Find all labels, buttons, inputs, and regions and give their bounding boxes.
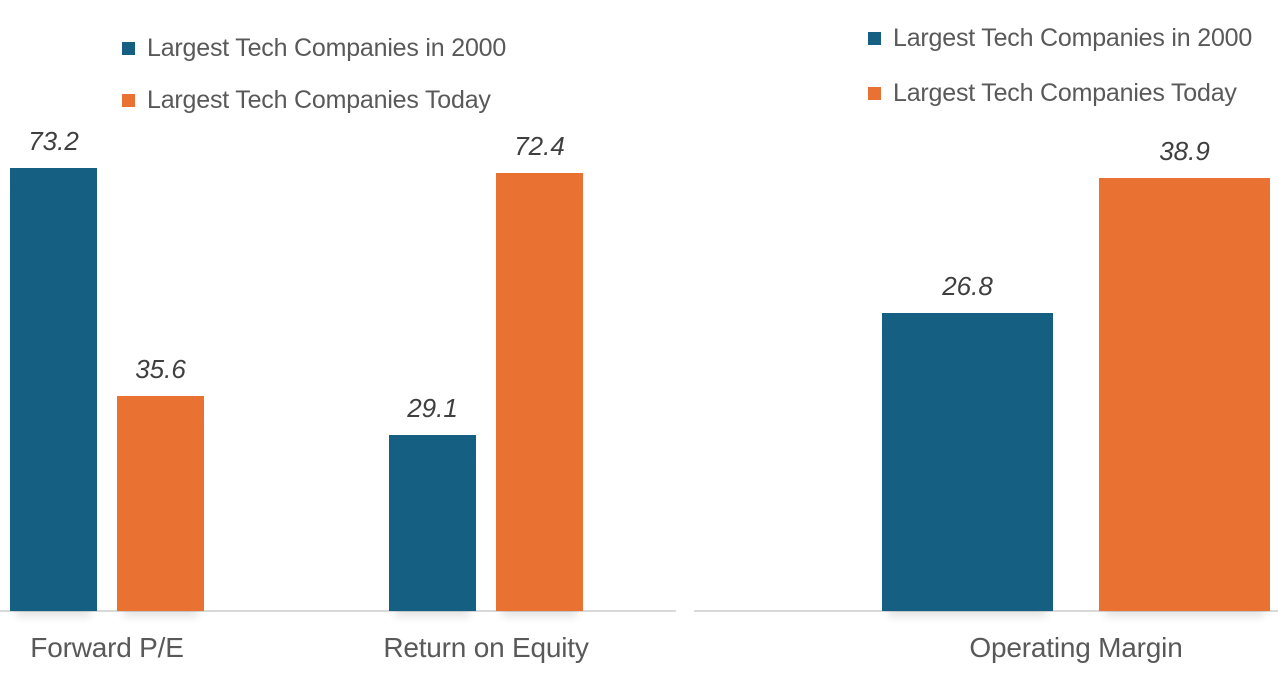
legend-item: Largest Tech Companies Today — [868, 78, 1237, 108]
legend-item: Largest Tech Companies in 2000 — [868, 23, 1252, 53]
category-label: Operating Margin — [969, 632, 1183, 663]
x-axis-line — [694, 610, 1278, 612]
value-label: 38.9 — [1159, 136, 1210, 166]
category-label: Forward P/E — [30, 632, 184, 663]
value-label: 73.2 — [28, 126, 79, 156]
legend-label: Largest Tech Companies in 2000 — [893, 24, 1253, 52]
value-label: 72.4 — [514, 131, 565, 161]
legend-color-swatch-icon — [122, 41, 135, 55]
value-label: 26.8 — [942, 271, 993, 301]
bar-series1-cat1 — [496, 173, 583, 611]
legend-label: Largest Tech Companies Today — [893, 79, 1237, 107]
category-label: Return on Equity — [383, 632, 589, 663]
legend-label: Largest Tech Companies Today — [147, 86, 491, 114]
legend-color-swatch-icon — [868, 31, 881, 45]
legend-item: Largest Tech Companies in 2000 — [122, 33, 506, 63]
bar-series1-cat0 — [117, 396, 204, 611]
legend-label: Largest Tech Companies in 2000 — [147, 34, 507, 62]
legend-color-swatch-icon — [122, 93, 135, 107]
bar-series0-cat1 — [389, 435, 476, 611]
bar-series1-cat0 — [1099, 178, 1270, 611]
bar-series0-cat0 — [10, 168, 97, 611]
legend-color-swatch-icon — [868, 86, 881, 100]
value-label: 29.1 — [407, 393, 458, 423]
legend-item: Largest Tech Companies Today — [122, 85, 491, 115]
x-axis-line — [0, 610, 676, 612]
bar-series0-cat0 — [882, 313, 1053, 611]
value-label: 35.6 — [135, 354, 186, 384]
